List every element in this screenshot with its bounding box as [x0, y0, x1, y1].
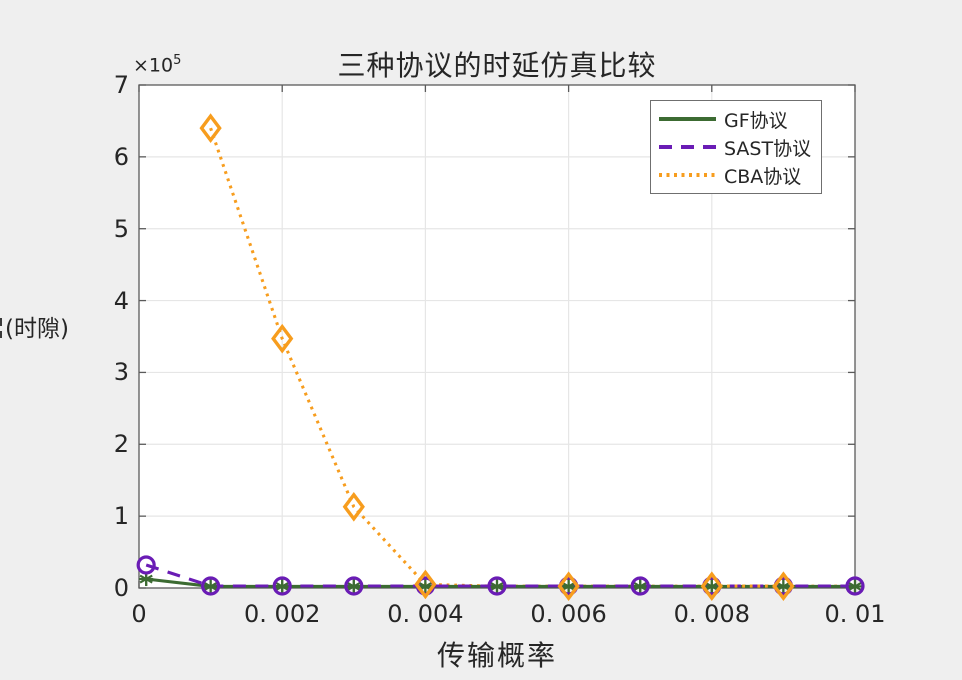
cba-diamond-marker [271, 323, 294, 354]
y-tick-label: 3 [113, 358, 129, 387]
legend-item: CBA协议 [651, 162, 821, 188]
exponent-power: 5 [173, 53, 182, 68]
y-tick-label: 2 [113, 430, 129, 459]
cba-diamond-marker [414, 569, 437, 600]
sast-circle-marker [201, 576, 221, 596]
sast-circle-marker [344, 576, 364, 596]
y-tick-label: 6 [113, 142, 129, 171]
legend-line-sample-solid [659, 117, 716, 121]
cba-diamond-marker [772, 571, 795, 602]
exponent-base: ×10 [133, 54, 174, 77]
legend-line-sample-dashed [659, 145, 716, 149]
cba-diamond-marker [557, 571, 580, 602]
cba-diamond-marker [342, 491, 365, 522]
sast-circle-marker [845, 576, 865, 596]
y-axis-label: (时隙) [5, 316, 69, 342]
y-tick-label: 1 [113, 502, 129, 531]
legend-item: SAST协议 [651, 134, 821, 160]
clipped-ylabel-fragment [0, 318, 2, 326]
legend-label: CBA协议 [724, 165, 802, 188]
legend-item: GF协议 [651, 106, 821, 132]
sast-circle-marker [136, 555, 156, 575]
cba-diamond-marker [700, 571, 723, 602]
sast-circle-marker [630, 576, 650, 596]
clipped-ylabel-fragment [0, 331, 2, 338]
cba-diamond-marker [199, 113, 222, 143]
y-tick-label: 7 [113, 71, 129, 99]
y-tick-label: 0 [113, 574, 129, 602]
chart-title: 三种协议的时延仿真比较 [337, 49, 657, 82]
legend-box: GF协议 SAST协议 CBA协议 [650, 100, 822, 194]
legend-label: GF协议 [724, 109, 788, 132]
legend-line-sample-dotted [659, 173, 716, 177]
y-axis-exponent: ×105 [133, 53, 181, 76]
x-tick-label: 0. 01 [824, 600, 886, 628]
sast-circle-marker [487, 576, 507, 596]
x-axis-label: 传输概率 [436, 639, 557, 672]
x-tick-label: 0. 008 [673, 600, 750, 628]
x-tick-label: 0 [131, 600, 147, 628]
y-tick-label: 4 [113, 286, 129, 315]
legend-label: SAST协议 [724, 137, 812, 160]
x-tick-label: 0. 006 [530, 600, 607, 628]
y-tick-label: 5 [113, 214, 129, 243]
sast-circle-marker [272, 576, 292, 596]
x-tick-label: 0. 004 [387, 600, 464, 628]
x-tick-label: 0. 002 [244, 600, 321, 628]
